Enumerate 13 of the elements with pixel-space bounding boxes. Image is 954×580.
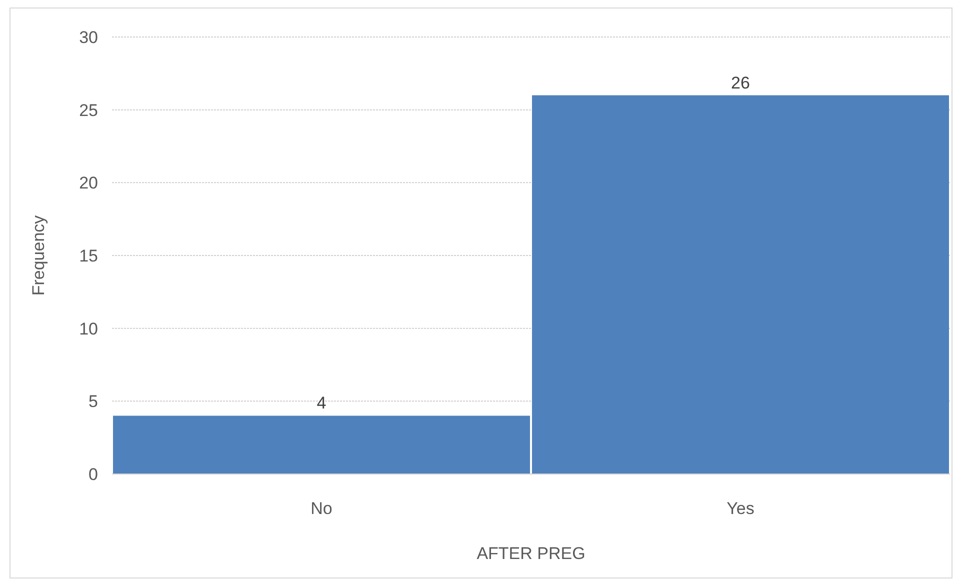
y-axis-title: Frequency <box>29 214 48 296</box>
y-tick-label: 5 <box>88 392 98 412</box>
x-tick-label: Yes <box>726 499 754 518</box>
y-tick-label: 30 <box>79 28 98 47</box>
x-axis-title: AFTER PREG <box>476 544 586 563</box>
y-tick-label: 15 <box>79 246 98 266</box>
y-tick-label: 20 <box>79 174 98 193</box>
x-tick-label: No <box>310 499 332 518</box>
y-tick-label: 25 <box>79 100 98 120</box>
data-label: 26 <box>731 73 750 92</box>
y-tick-label: 0 <box>88 464 98 484</box>
data-label: 4 <box>316 394 326 413</box>
y-tick-label: 10 <box>79 319 98 338</box>
